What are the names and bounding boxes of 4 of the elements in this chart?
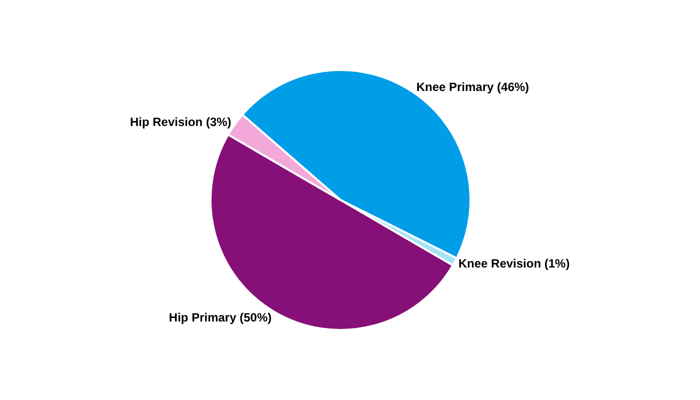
slice-label: Knee Primary (46%): [416, 80, 530, 94]
slice-label: Hip Primary (50%): [168, 310, 272, 325]
slice-label: Hip Revision (3%): [130, 114, 232, 129]
slice-label: Knee Revision (1%): [458, 256, 570, 270]
